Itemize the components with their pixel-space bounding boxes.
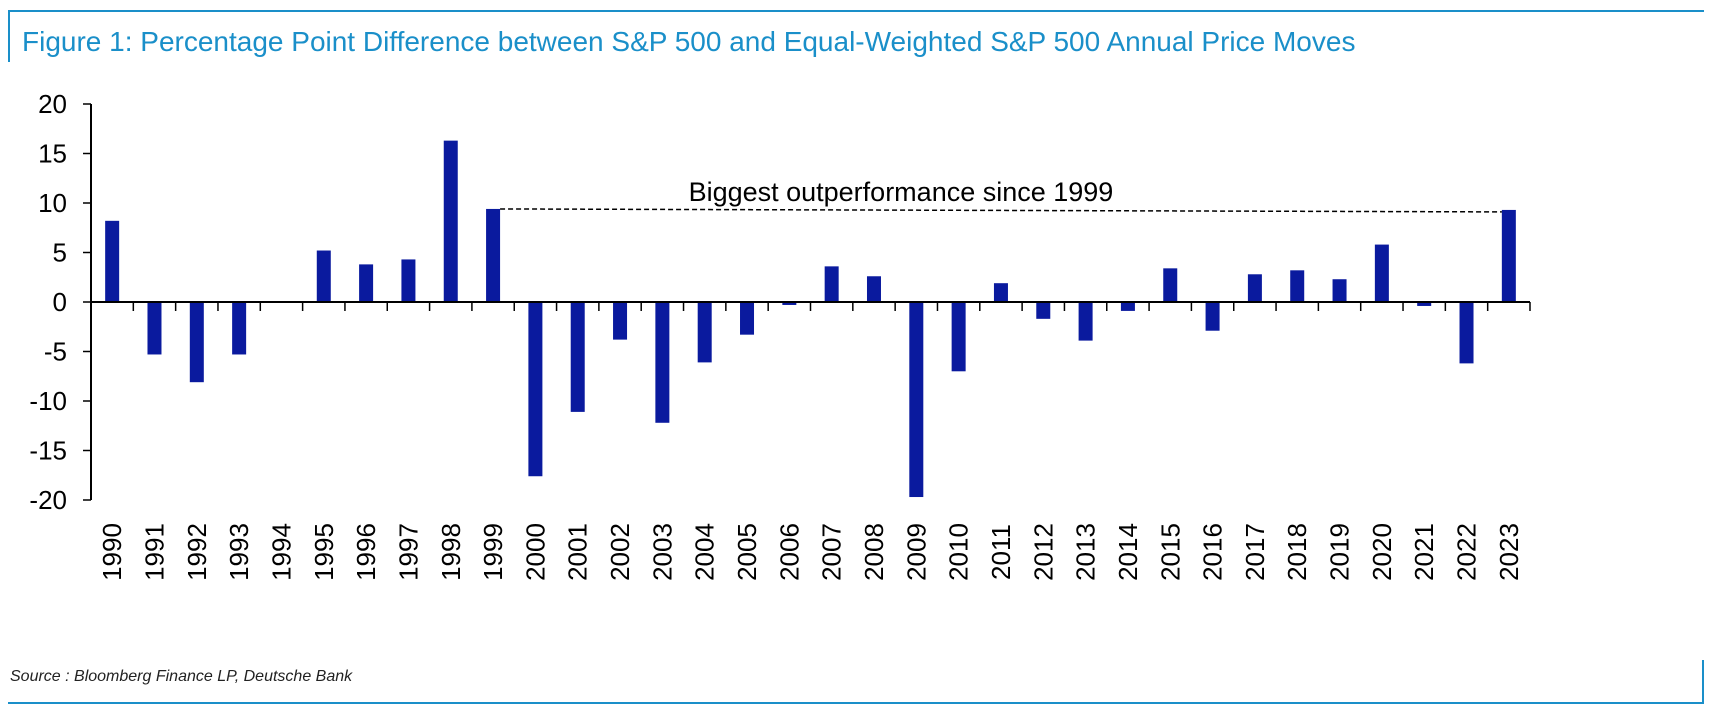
bar-2020 [1374,244,1389,302]
x-tick-label: 2007 [817,523,847,581]
y-tick-label: -5 [44,337,67,367]
x-tick-label: 1998 [436,523,466,581]
x-tick-label: 1995 [309,523,339,581]
bar-1995 [316,250,331,302]
x-tick-label: 2010 [944,523,974,581]
x-tick-label: 1997 [393,523,423,581]
x-tick-label: 2013 [1071,523,1101,581]
bar-2014 [1120,302,1135,311]
x-tick-label: 2003 [647,523,677,581]
bar-2007 [824,266,839,302]
x-tick-label: 1996 [351,523,381,581]
frame-bottom-rule [8,702,1704,704]
bar-2015 [1163,268,1178,302]
y-tick-label: 0 [53,287,67,317]
x-tick-label: 2001 [563,523,593,581]
x-tick-label: 2023 [1494,523,1524,581]
y-tick-label: -20 [29,485,67,515]
bar-2013 [1078,302,1093,341]
bar-2004 [697,302,712,363]
bar-2019 [1332,279,1347,302]
annotation-dashed-line [500,208,1502,213]
frame-right-rule [1702,660,1704,704]
chart-title: Figure 1: Percentage Point Difference be… [22,26,1356,57]
bar-2023 [1501,209,1516,302]
y-tick-label: 10 [38,188,67,218]
bar-2017 [1247,274,1262,302]
y-tick-label: -15 [29,436,67,466]
annotation-label: Biggest outperformance since 1999 [689,177,1114,207]
y-tick-label: 5 [53,238,67,268]
x-tick-label: 2004 [690,523,720,581]
bar-2001 [570,302,585,412]
bar-2005 [740,302,755,335]
frame-left-rule [8,10,10,62]
bar-1992 [189,302,204,383]
x-tick-label: 2009 [901,523,931,581]
bar-2009 [909,302,924,498]
bar-2011 [993,283,1008,302]
x-tick-label: 2000 [520,523,550,581]
x-tick-label: 2020 [1367,523,1397,581]
x-tick-label: 2002 [605,523,635,581]
source-note: Source : Bloomberg Finance LP, Deutsche … [10,668,353,685]
y-tick-label: 20 [38,89,67,119]
x-tick-label: 2022 [1452,523,1482,581]
x-tick-label: 2016 [1198,523,1228,581]
bar-2021 [1417,302,1432,306]
bar-2002 [613,302,628,340]
bar-2012 [1036,302,1051,319]
bar-2022 [1459,302,1474,364]
x-tick-label: 2017 [1240,523,1270,581]
x-tick-label: 2008 [859,523,889,581]
x-tick-label: 2015 [1155,523,1185,581]
bar-2006 [782,302,797,305]
x-tick-label: 1990 [97,523,127,581]
bar-2018 [1290,270,1305,302]
frame-top-rule [8,10,1704,12]
x-tick-label: 1991 [139,523,169,581]
x-tick-label: 1992 [182,523,212,581]
bar-2003 [655,302,670,423]
bar-1996 [359,264,374,302]
bar-1993 [232,302,247,355]
bar-1997 [401,259,416,302]
x-tick-label: 2005 [732,523,762,581]
x-tick-label: 1994 [266,523,296,581]
bar-2008 [866,276,881,302]
y-tick-label: 15 [38,139,67,169]
y-tick-label: -10 [29,386,67,416]
x-tick-label: 2018 [1282,523,1312,581]
bar-1991 [147,302,162,355]
x-tick-label: 2012 [1028,523,1058,581]
bar-2000 [528,302,543,477]
x-tick-label: 2006 [774,523,804,581]
x-tick-label: 1999 [478,523,508,581]
bar-2010 [951,302,966,372]
x-tick-label: 2011 [986,524,1016,580]
bar-2016 [1205,302,1220,331]
bar-1998 [443,140,458,302]
x-tick-label: 2019 [1325,523,1355,581]
x-tick-label: 2021 [1409,523,1439,581]
bar-1999 [486,208,501,302]
x-tick-label: 2014 [1113,523,1143,581]
x-tick-label: 1993 [224,523,254,581]
bar-1990 [105,220,120,302]
